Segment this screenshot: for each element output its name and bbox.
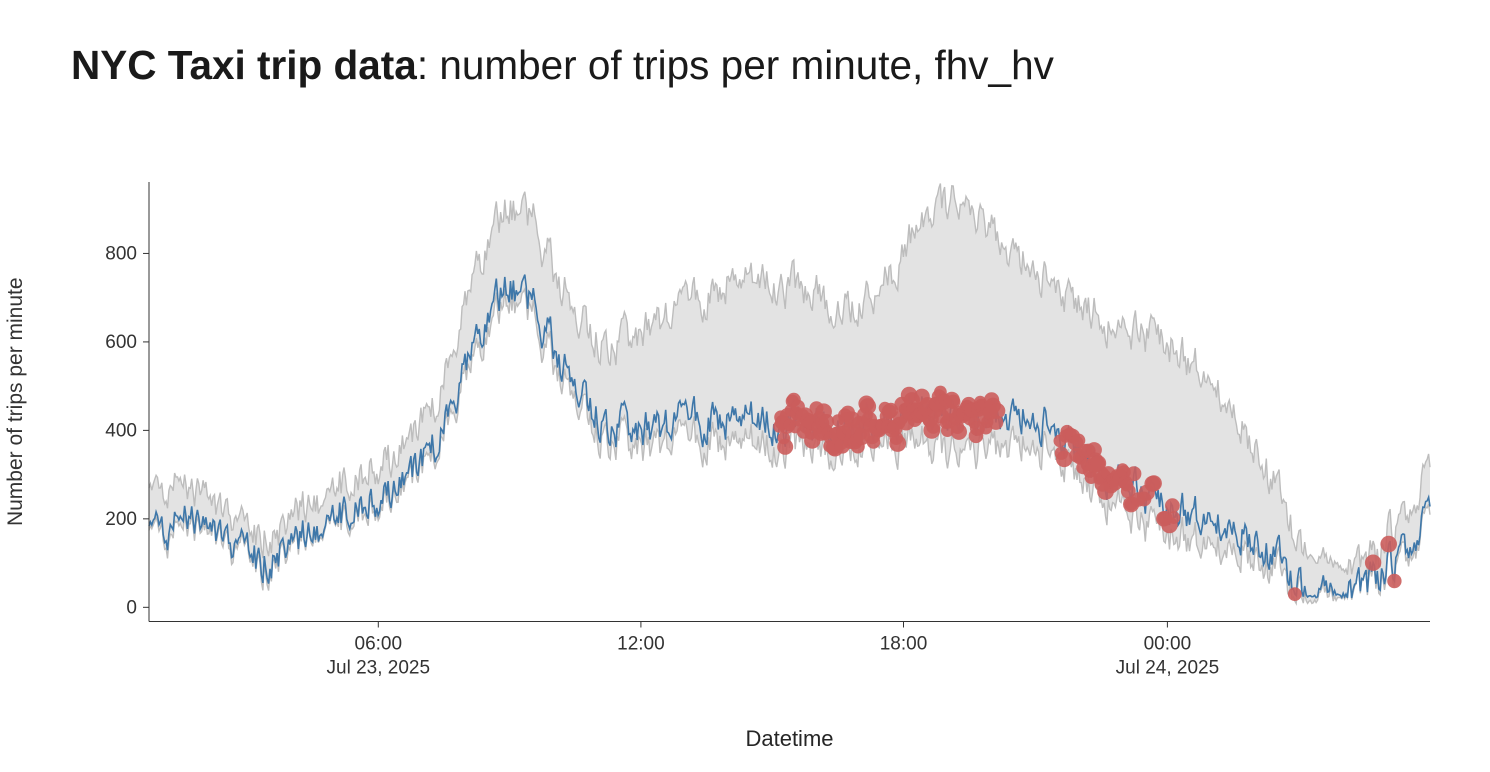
svg-text:800: 800 xyxy=(105,243,137,264)
svg-text:18:00: 18:00 xyxy=(880,634,928,655)
svg-text:600: 600 xyxy=(105,332,137,353)
svg-text:Datetime: Datetime xyxy=(745,726,833,751)
svg-text:400: 400 xyxy=(105,420,137,441)
svg-text:Jul 23, 2025: Jul 23, 2025 xyxy=(327,658,431,679)
svg-text:0: 0 xyxy=(126,597,137,618)
svg-text:Jul 24, 2025: Jul 24, 2025 xyxy=(1116,658,1220,679)
svg-text:00:00: 00:00 xyxy=(1144,634,1192,655)
svg-text:Number of trips per minute: Number of trips per minute xyxy=(4,277,27,526)
svg-text:12:00: 12:00 xyxy=(617,634,665,655)
svg-text:06:00: 06:00 xyxy=(355,634,403,655)
svg-text:200: 200 xyxy=(105,509,137,530)
